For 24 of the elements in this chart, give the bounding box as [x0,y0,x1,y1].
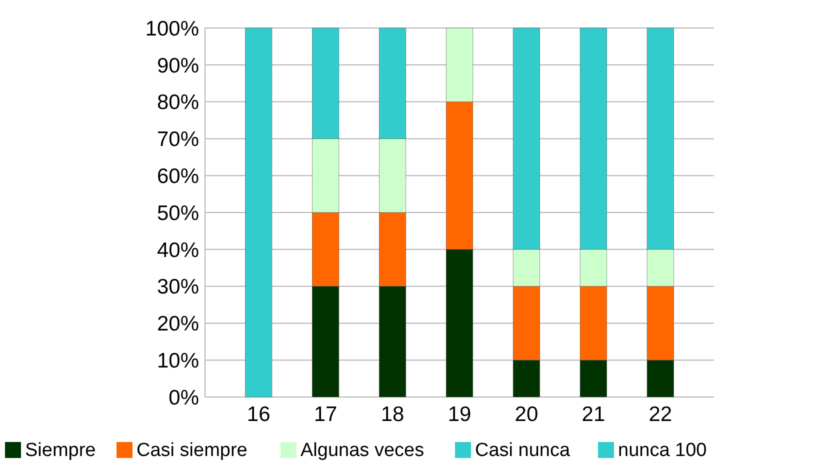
y-tick-label: 30% [156,276,199,299]
y-tick-label: 60% [156,164,199,188]
y-tick-label: 90% [156,54,199,78]
legend-label: Siempre [25,440,96,461]
x-tick-label: 20 [514,403,538,426]
y-tick-label: 50% [156,202,199,225]
y-tick-label: 10% [156,349,199,372]
legend-label: Casi siempre [136,440,248,461]
y-tick-label: 40% [156,238,199,262]
bar [245,28,272,398]
y-tick-label: 100% [145,17,199,40]
x-tick-label: 16 [246,403,270,426]
x-tick-label: 22 [648,403,672,426]
y-tick-label: 80% [156,91,199,114]
legend-label: Casi nunca [475,440,570,461]
x-tick-label: 21 [582,403,606,426]
y-tick-label: 0% [168,386,199,410]
x-tick-label: 19 [448,403,472,426]
legend-label: Algunas veces [300,440,424,461]
y-tick-label: 70% [156,128,199,152]
y-tick-label: 20% [156,312,199,336]
x-tick-label: 18 [380,403,404,426]
legend-label: nunca 100 [618,440,707,461]
x-tick-label: 17 [314,403,338,426]
